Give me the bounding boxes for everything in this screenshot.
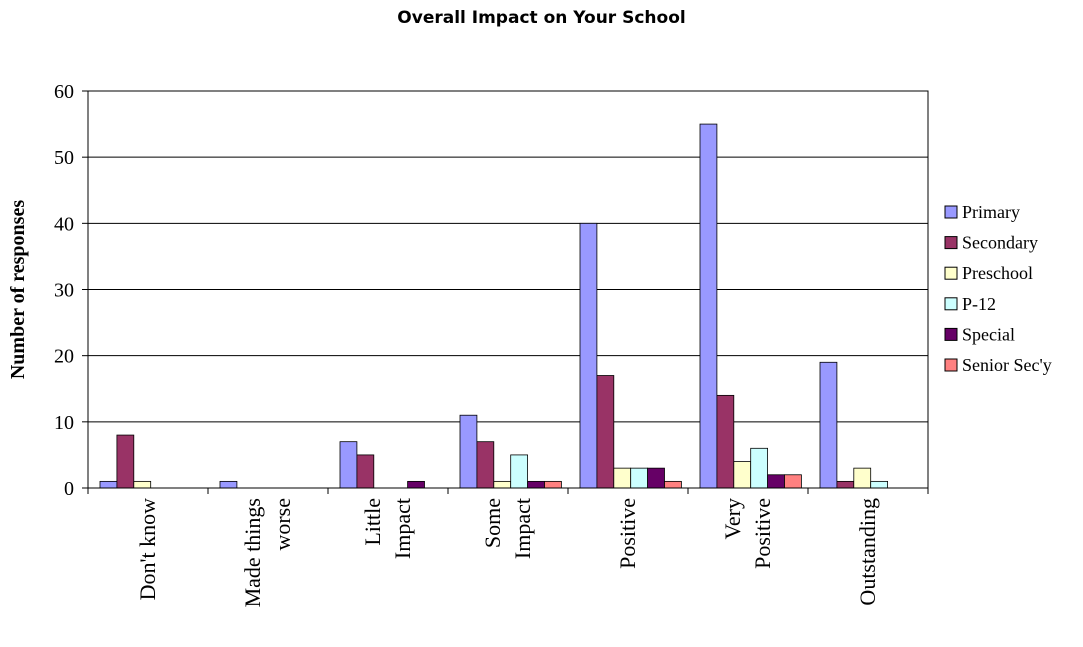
bar-secondary: [356, 454, 375, 489]
chart-title: Overall Impact on Your School: [397, 8, 686, 28]
bar-primary: [699, 123, 718, 489]
y-tick-label: 0: [64, 478, 74, 500]
y-axis-title: Number of responses: [7, 200, 29, 379]
x-tick-label: Impact: [510, 498, 535, 559]
legend-swatch: [944, 205, 958, 219]
legend-label: Preschool: [962, 263, 1033, 283]
bar-special: [407, 480, 425, 489]
legend-label: Primary: [962, 202, 1020, 222]
bar-secondary: [716, 394, 735, 489]
bar-secondary: [596, 375, 615, 489]
y-tick-label: 50: [54, 147, 74, 169]
x-tick-label: Outstanding: [855, 498, 880, 606]
y-tick-label: 20: [54, 346, 74, 368]
bar-primary: [579, 222, 598, 489]
x-tick-label: Positive: [615, 498, 640, 569]
legend-label: Senior Sec'y: [962, 355, 1052, 375]
bar-senior-sec-y: [784, 474, 802, 489]
legend-label: P-12: [962, 294, 996, 314]
bar-primary: [459, 414, 478, 489]
x-tick-label: Don't know: [135, 498, 160, 600]
bar-special: [647, 467, 665, 489]
legend: Primary Secondary Preschool P-12 Special Seni…: [944, 202, 1052, 375]
x-tick-label: worse: [270, 498, 295, 551]
legend-label: Secondary: [962, 233, 1038, 253]
bar-preschool: [133, 480, 152, 489]
bar-p-12: [510, 454, 529, 489]
axes: [82, 90, 929, 494]
bar-preschool: [853, 467, 872, 489]
legend-label: Special: [962, 324, 1015, 344]
bar-preschool: [493, 480, 512, 489]
bar-special: [527, 480, 545, 489]
x-tick-label: Positive: [750, 498, 775, 569]
gridlines: [87, 90, 929, 489]
bar-secondary: [116, 434, 135, 489]
x-tick-label: Impact: [390, 498, 415, 559]
bar-senior-sec-y: [664, 480, 682, 489]
legend-swatch: [944, 358, 958, 372]
bar-p-12: [630, 467, 649, 489]
bar-preschool: [733, 461, 752, 489]
bar-p-12: [870, 480, 889, 489]
bars: [99, 123, 889, 489]
axis-labels: 0 10 20 30 40 50 60 Don't know Made things worse L…: [7, 81, 880, 607]
bar-senior-sec-y: [544, 480, 562, 489]
legend-swatch: [944, 327, 958, 341]
legend-swatch: [944, 266, 958, 280]
y-tick-label: 30: [54, 280, 74, 302]
bar-primary: [219, 480, 238, 489]
bar-primary: [339, 441, 358, 489]
bar-secondary: [476, 441, 495, 489]
y-tick-label: 40: [54, 213, 74, 235]
bar-primary: [99, 480, 118, 489]
x-tick-label: Made things: [240, 498, 265, 607]
bar-p-12: [750, 447, 769, 489]
bar-special: [767, 474, 785, 489]
x-tick-label: Very: [720, 498, 745, 540]
y-tick-label: 60: [54, 81, 74, 103]
bar-primary: [819, 361, 838, 489]
x-tick-label: Little: [360, 498, 385, 546]
legend-swatch: [944, 297, 958, 311]
y-tick-label: 10: [54, 412, 74, 434]
legend-swatch: [944, 236, 958, 250]
bar-secondary: [836, 480, 855, 489]
bar-preschool: [613, 467, 632, 489]
x-tick-label: Some: [480, 498, 505, 548]
